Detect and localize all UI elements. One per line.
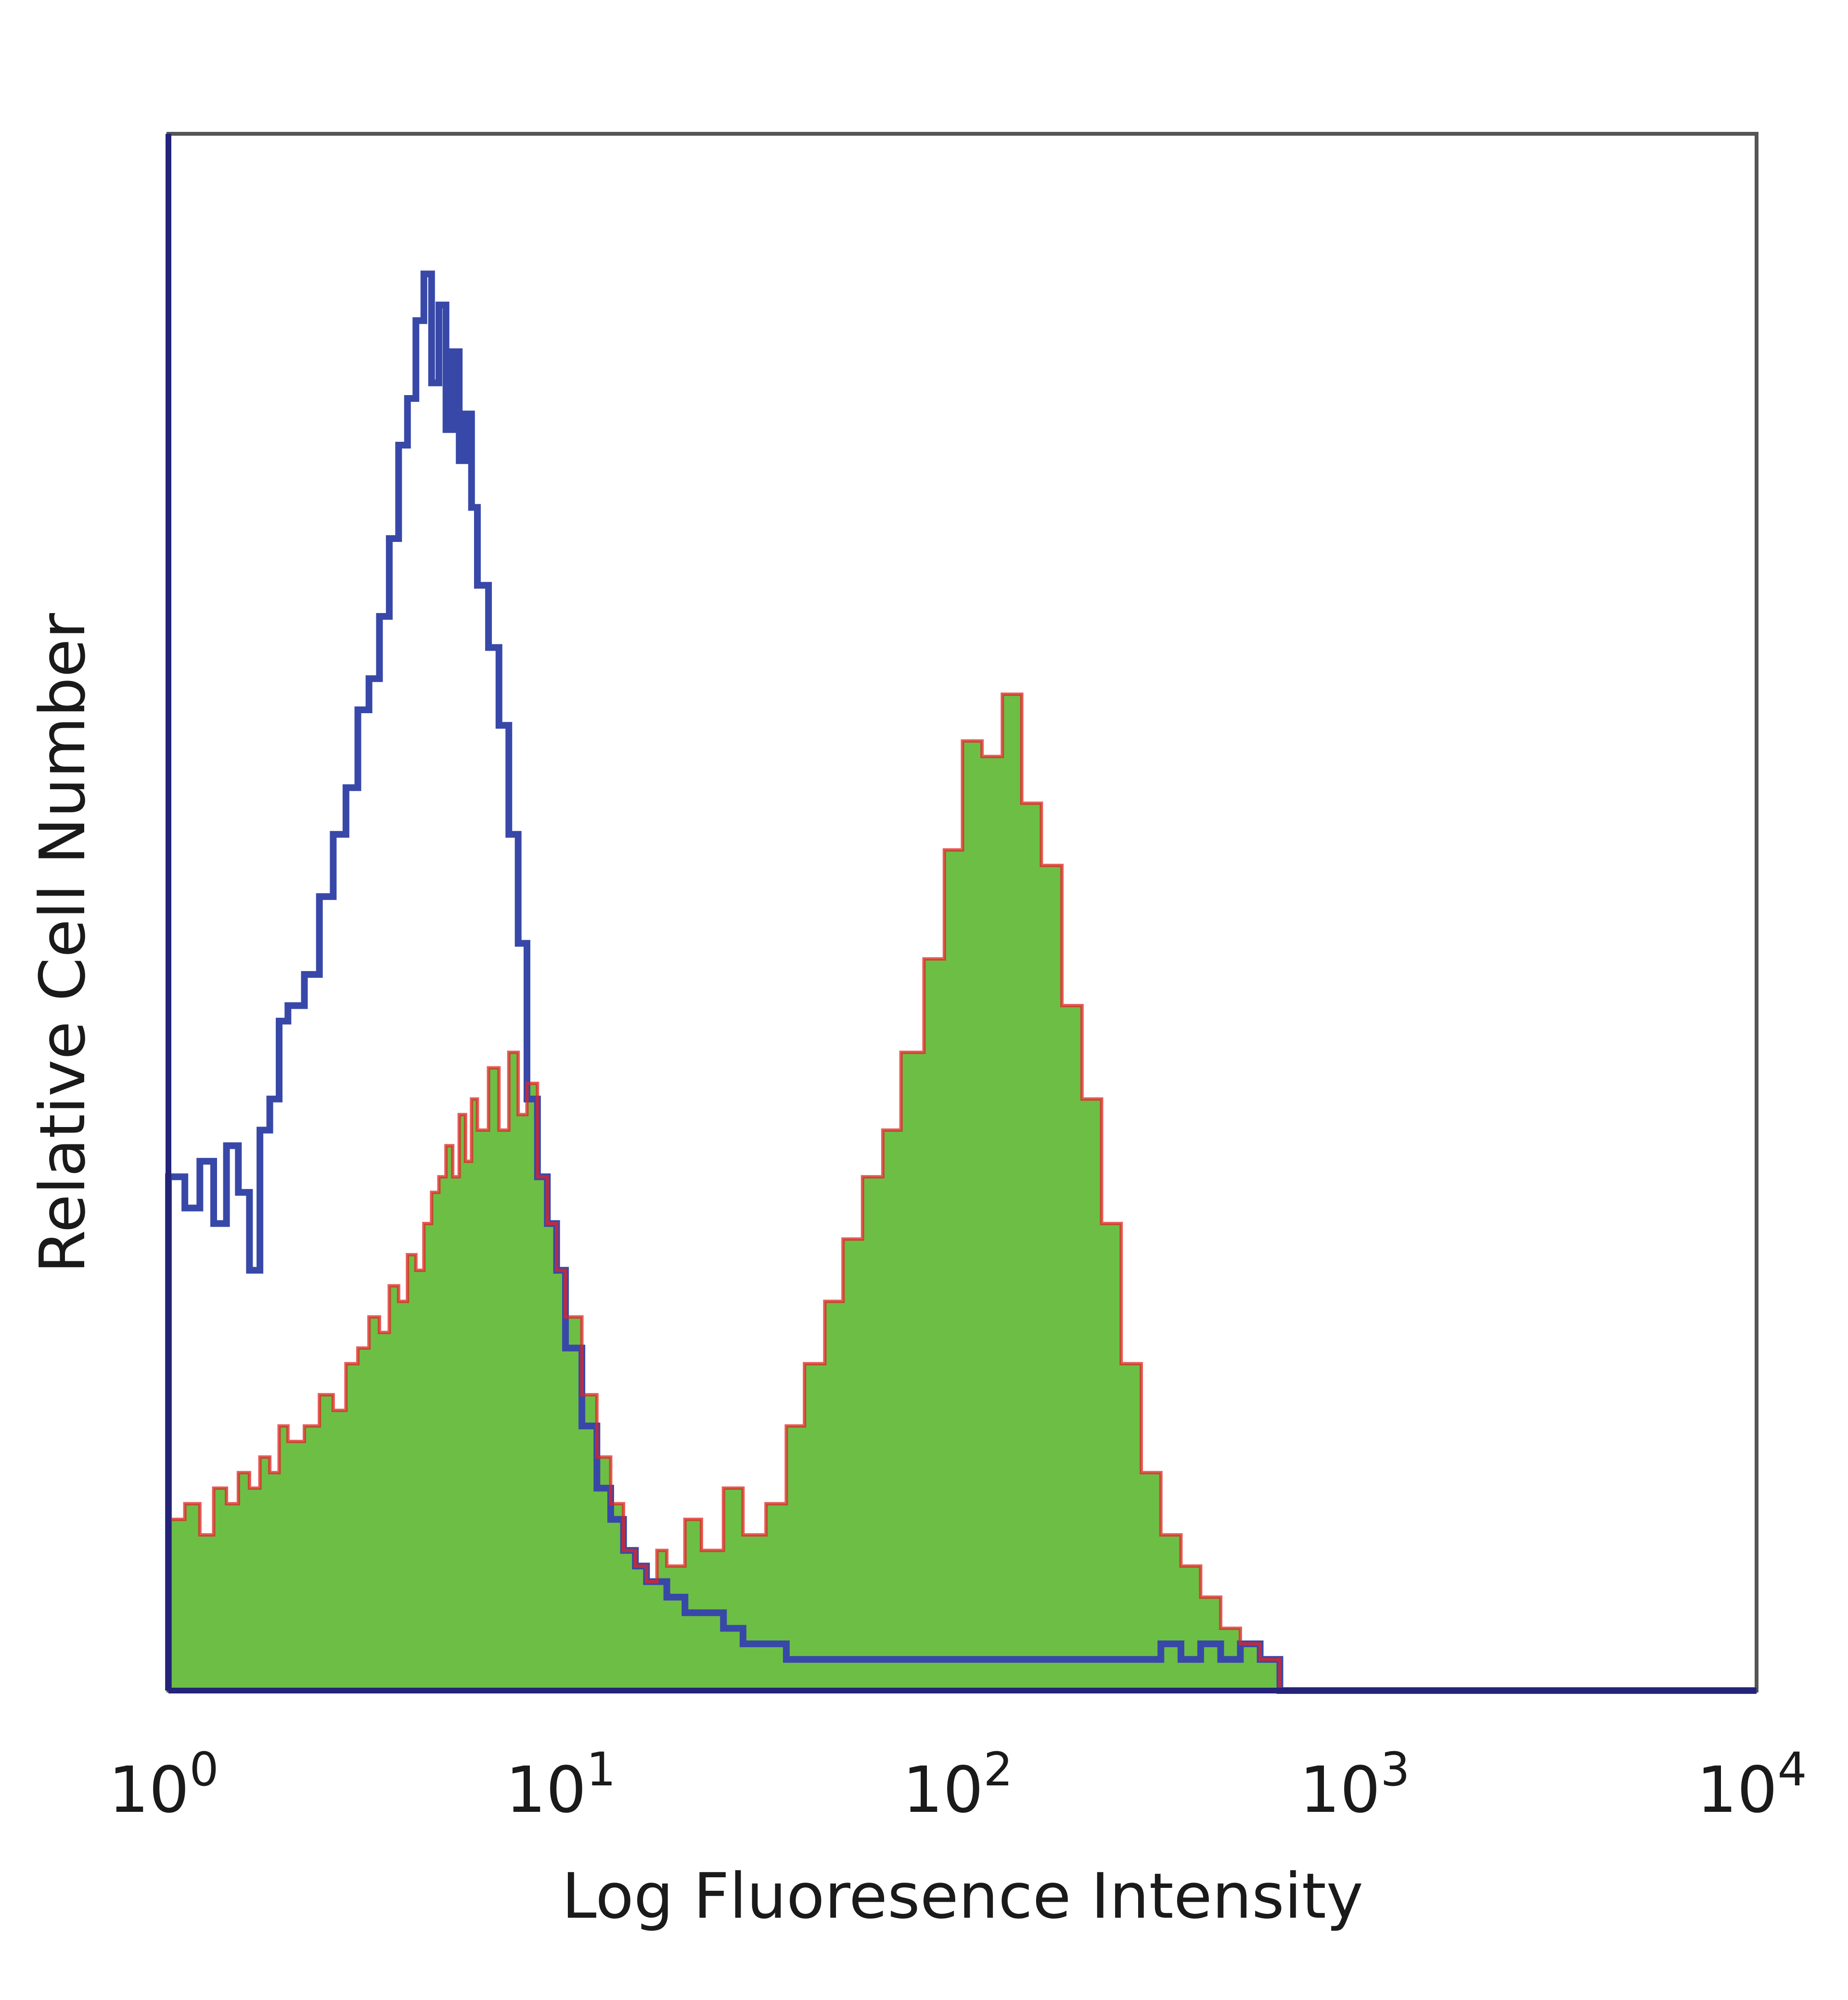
x-tick-label-2: 102 <box>902 1743 1013 1827</box>
x-tick-label-1: 101 <box>505 1743 616 1827</box>
x-tick-label-0: 100 <box>108 1743 218 1827</box>
series-layer <box>165 270 1757 1694</box>
y-axis-label: Relative Cell Number <box>26 613 99 1273</box>
x-tick-label-4: 104 <box>1696 1743 1807 1827</box>
series-red-edge <box>167 692 1757 1692</box>
x-tick-label-3: 103 <box>1299 1743 1410 1827</box>
series-green-area <box>168 694 1757 1691</box>
series-blue-outline <box>165 270 1757 1694</box>
x-tick-labels: 100 101 102 103 104 <box>108 1743 1807 1827</box>
x-axis-label: Log Fluoresence Intensity <box>562 1859 1363 1933</box>
